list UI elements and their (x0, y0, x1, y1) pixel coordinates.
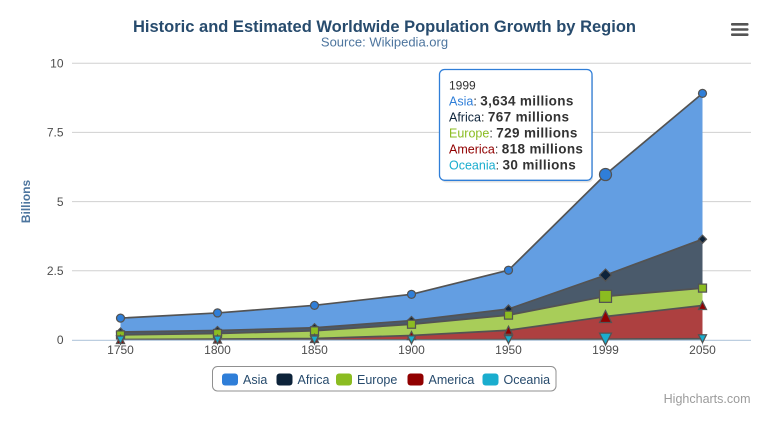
svg-text:10: 10 (50, 56, 64, 70)
svg-text:Asia: Asia (243, 373, 267, 387)
svg-text:Europe: 729 millions: Europe: 729 millions (449, 126, 578, 141)
svg-text:Billions: Billions (19, 180, 33, 224)
svg-text:Highcharts.com: Highcharts.com (664, 392, 751, 406)
svg-text:Oceania: 30 millions: Oceania: 30 millions (449, 158, 576, 173)
svg-text:Asia: 3,634 millions: Asia: 3,634 millions (449, 94, 574, 109)
svg-text:5: 5 (57, 195, 64, 209)
svg-text:7.5: 7.5 (47, 126, 64, 140)
svg-text:1999: 1999 (449, 79, 476, 93)
svg-text:Africa: Africa (298, 373, 330, 387)
svg-text:1999: 1999 (592, 343, 619, 357)
svg-text:America: America (429, 373, 475, 387)
svg-text:1800: 1800 (204, 343, 231, 357)
svg-text:Africa: 767 millions: Africa: 767 millions (449, 110, 569, 125)
svg-text:1900: 1900 (398, 343, 425, 357)
svg-text:1750: 1750 (107, 343, 134, 357)
svg-text:Historic and Estimated Worldwi: Historic and Estimated Worldwide Populat… (133, 18, 636, 36)
svg-text:2050: 2050 (689, 343, 716, 357)
svg-text:America: 818 millions: America: 818 millions (449, 142, 583, 157)
svg-text:2.5: 2.5 (47, 264, 64, 278)
svg-text:1850: 1850 (301, 343, 328, 357)
svg-text:0: 0 (57, 333, 64, 347)
svg-text:1950: 1950 (495, 343, 522, 357)
svg-text:Europe: Europe (357, 373, 397, 387)
svg-text:Source: Wikipedia.org: Source: Wikipedia.org (321, 35, 448, 50)
svg-text:Oceania: Oceania (504, 373, 551, 387)
